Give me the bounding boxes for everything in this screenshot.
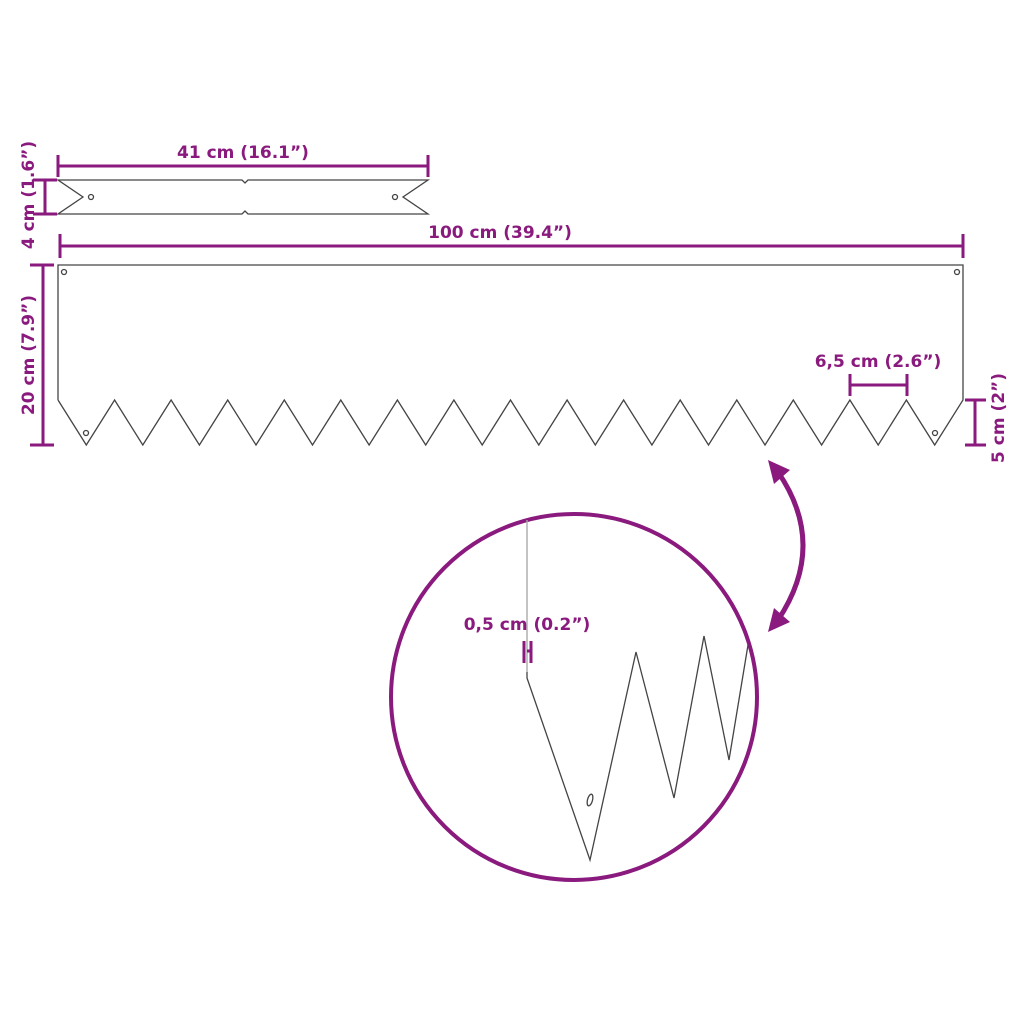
panel-height-dimension: 20 cm (7.9”) bbox=[19, 263, 54, 447]
tooth-height-label: 5 cm (2”) bbox=[989, 373, 1009, 463]
detail-magnifier: 0,5 cm (0.2”) bbox=[389, 512, 759, 882]
hole bbox=[87, 193, 95, 201]
panel-length-dimension: 100 cm (39.4”) bbox=[58, 223, 965, 258]
thickness-label: 0,5 cm (0.2”) bbox=[464, 615, 591, 635]
tooth-width-dimension: 6,5 cm (2.6”) bbox=[815, 352, 942, 396]
edging-panel bbox=[57, 264, 964, 447]
tooth-width-label: 6,5 cm (2.6”) bbox=[815, 352, 942, 372]
hole bbox=[60, 268, 68, 276]
hole bbox=[931, 429, 939, 437]
piece-length-dimension: 41 cm (16.1”) bbox=[56, 143, 430, 177]
hole bbox=[391, 193, 399, 201]
piece-height-label: 4 cm (1.6”) bbox=[19, 141, 39, 249]
panel-height-label: 20 cm (7.9”) bbox=[19, 295, 39, 415]
hole bbox=[82, 429, 90, 437]
connector-piece bbox=[55, 179, 431, 215]
hole bbox=[586, 793, 594, 807]
panel-length-label: 100 cm (39.4”) bbox=[428, 223, 572, 243]
hole bbox=[953, 268, 961, 276]
piece-length-label: 41 cm (16.1”) bbox=[177, 143, 309, 163]
double-arrow-icon bbox=[768, 460, 806, 632]
piece-height-dimension: 4 cm (1.6”) bbox=[19, 141, 57, 249]
tooth-height-dimension: 5 cm (2”) bbox=[965, 373, 1009, 463]
